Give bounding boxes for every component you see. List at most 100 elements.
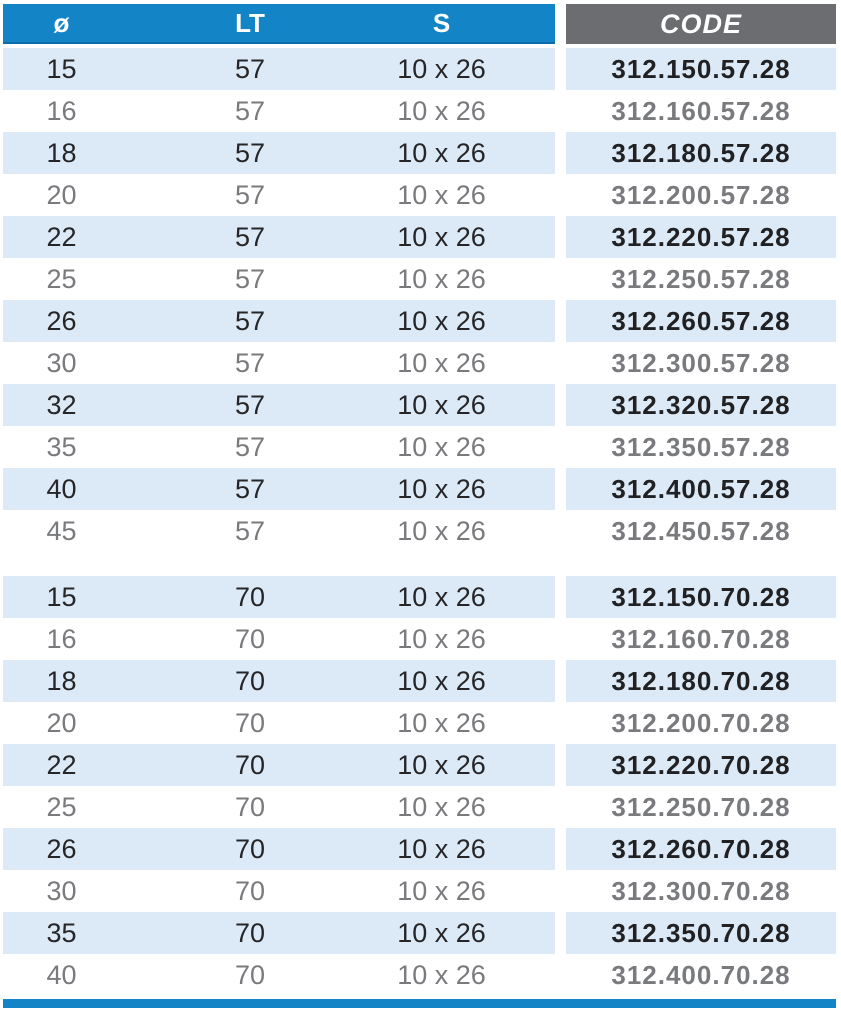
- cell-code: 312.150.70.28: [566, 576, 836, 618]
- cell-s: 10 x 26: [397, 917, 486, 948]
- table-row-main: 15 57 10 x 26: [3, 48, 555, 90]
- table-row-main: 40 57 10 x 26: [3, 468, 555, 510]
- table-header-row: ø LT S CODE: [0, 4, 841, 44]
- cell-code: 312.160.70.28: [566, 618, 836, 660]
- table-row: 18 70 10 x 26 312.180.70.28: [0, 660, 841, 702]
- table-row: 26 70 10 x 26 312.260.70.28: [0, 828, 841, 870]
- cell-code: 312.200.70.28: [566, 702, 836, 744]
- cell-code: 312.450.57.28: [566, 510, 836, 552]
- table-row: 20 57 10 x 26 312.200.57.28: [0, 174, 841, 216]
- table-row-main: 20 57 10 x 26: [3, 174, 555, 216]
- cell-code: 312.150.57.28: [566, 48, 836, 90]
- table-row-main: 30 57 10 x 26: [3, 342, 555, 384]
- cell-diameter: 22: [46, 749, 77, 780]
- table-row-main: 22 57 10 x 26: [3, 216, 555, 258]
- cell-diameter: 16: [46, 623, 77, 654]
- table-row: 15 70 10 x 26 312.150.70.28: [0, 576, 841, 618]
- cell-diameter: 20: [46, 179, 77, 210]
- cell-lt: 70: [234, 665, 266, 696]
- header-s: S: [432, 7, 451, 38]
- table-row-main: 16 70 10 x 26: [3, 618, 555, 660]
- cell-diameter: 25: [46, 791, 77, 822]
- cell-lt: 57: [234, 515, 266, 546]
- cell-code: 312.320.57.28: [566, 384, 836, 426]
- column-divider: [555, 786, 566, 828]
- cell-diameter: 20: [46, 707, 77, 738]
- cell-s: 10 x 26: [397, 347, 486, 378]
- table-row: 18 57 10 x 26 312.180.57.28: [0, 132, 841, 174]
- column-divider: [555, 90, 566, 132]
- table-row: 30 57 10 x 26 312.300.57.28: [0, 342, 841, 384]
- table-row-main: 45 57 10 x 26: [3, 510, 555, 552]
- column-divider: [555, 744, 566, 786]
- cell-s: 10 x 26: [397, 665, 486, 696]
- cell-code: 312.400.57.28: [566, 468, 836, 510]
- table-group-lt57: 15 57 10 x 26 312.150.57.28 16 57 10 x 2…: [0, 48, 841, 552]
- cell-code: 312.300.70.28: [566, 870, 836, 912]
- column-divider: [555, 300, 566, 342]
- column-divider: [555, 4, 566, 44]
- column-divider: [555, 576, 566, 618]
- table-row: 22 70 10 x 26 312.220.70.28: [0, 744, 841, 786]
- cell-code: 312.260.70.28: [566, 828, 836, 870]
- column-divider: [555, 510, 566, 552]
- table-row-main: 25 57 10 x 26: [3, 258, 555, 300]
- cell-lt: 70: [234, 623, 266, 654]
- table-row-main: 32 57 10 x 26: [3, 384, 555, 426]
- cell-s: 10 x 26: [397, 791, 486, 822]
- cell-s: 10 x 26: [397, 707, 486, 738]
- column-divider: [555, 426, 566, 468]
- cell-code: 312.400.70.28: [566, 954, 836, 996]
- cell-code: 312.200.57.28: [566, 174, 836, 216]
- cell-lt: 57: [234, 389, 266, 420]
- table-row-main: 26 57 10 x 26: [3, 300, 555, 342]
- cell-lt: 57: [234, 263, 266, 294]
- cell-s: 10 x 26: [397, 137, 486, 168]
- cell-lt: 70: [234, 959, 266, 990]
- cell-s: 10 x 26: [397, 623, 486, 654]
- column-divider: [555, 132, 566, 174]
- cell-code: 312.180.57.28: [566, 132, 836, 174]
- table-header-main: ø LT S: [3, 4, 555, 44]
- cell-lt: 70: [234, 581, 266, 612]
- cell-lt: 57: [234, 137, 266, 168]
- column-divider: [555, 216, 566, 258]
- header-lt: LT: [235, 7, 265, 38]
- table-row: 40 70 10 x 26 312.400.70.28: [0, 954, 841, 996]
- cell-lt: 57: [234, 473, 266, 504]
- cell-diameter: 26: [46, 833, 77, 864]
- table-row: 15 57 10 x 26 312.150.57.28: [0, 48, 841, 90]
- table-row-main: 26 70 10 x 26: [3, 828, 555, 870]
- cell-lt: 57: [234, 431, 266, 462]
- column-divider: [555, 618, 566, 660]
- column-divider: [555, 468, 566, 510]
- cell-code: 312.250.70.28: [566, 786, 836, 828]
- cell-lt: 70: [234, 917, 266, 948]
- table-row-main: 22 70 10 x 26: [3, 744, 555, 786]
- table-row: 22 57 10 x 26 312.220.57.28: [0, 216, 841, 258]
- cell-s: 10 x 26: [397, 959, 486, 990]
- cell-code: 312.300.57.28: [566, 342, 836, 384]
- cell-code: 312.260.57.28: [566, 300, 836, 342]
- column-divider: [555, 702, 566, 744]
- table-row: 30 70 10 x 26 312.300.70.28: [0, 870, 841, 912]
- cell-diameter: 32: [46, 389, 77, 420]
- table-row: 35 57 10 x 26 312.350.57.28: [0, 426, 841, 468]
- table-row-main: 18 70 10 x 26: [3, 660, 555, 702]
- column-divider: [555, 912, 566, 954]
- table-row-main: 40 70 10 x 26: [3, 954, 555, 996]
- cell-code: 312.220.70.28: [566, 744, 836, 786]
- cell-diameter: 45: [46, 515, 77, 546]
- table-row-main: 35 70 10 x 26: [3, 912, 555, 954]
- cell-code: 312.220.57.28: [566, 216, 836, 258]
- cell-diameter: 22: [46, 221, 77, 252]
- table-row: 40 57 10 x 26 312.400.57.28: [0, 468, 841, 510]
- cell-lt: 70: [234, 875, 266, 906]
- table-row: 26 57 10 x 26 312.260.57.28: [0, 300, 841, 342]
- cell-diameter: 40: [46, 473, 77, 504]
- cell-s: 10 x 26: [397, 263, 486, 294]
- table-row-main: 25 70 10 x 26: [3, 786, 555, 828]
- column-divider: [555, 342, 566, 384]
- cell-lt: 57: [234, 221, 266, 252]
- cell-lt: 70: [234, 791, 266, 822]
